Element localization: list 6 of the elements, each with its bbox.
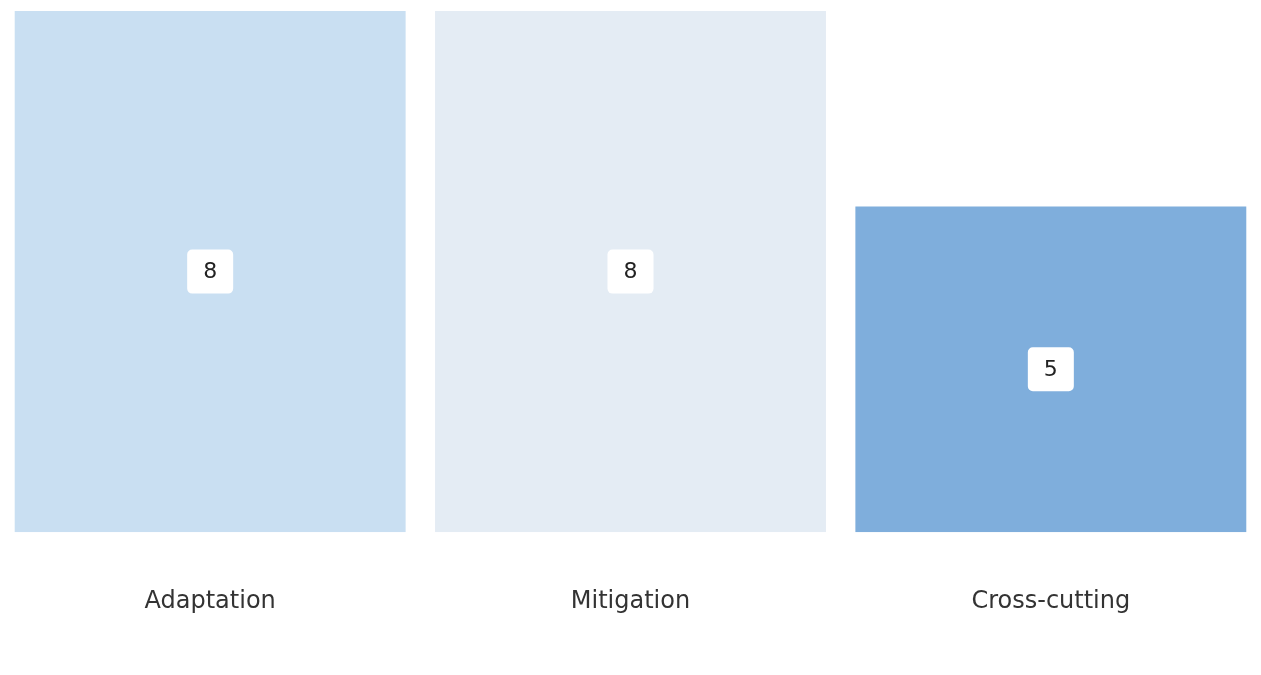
data-label: 8 — [623, 258, 638, 284]
data-label: 8 — [203, 258, 218, 284]
data-label: 5 — [1043, 356, 1058, 382]
x-tick-label: Cross-cutting — [971, 585, 1131, 614]
x-tick-label: Mitigation — [570, 585, 691, 614]
x-tick-label: Adaptation — [144, 585, 276, 614]
